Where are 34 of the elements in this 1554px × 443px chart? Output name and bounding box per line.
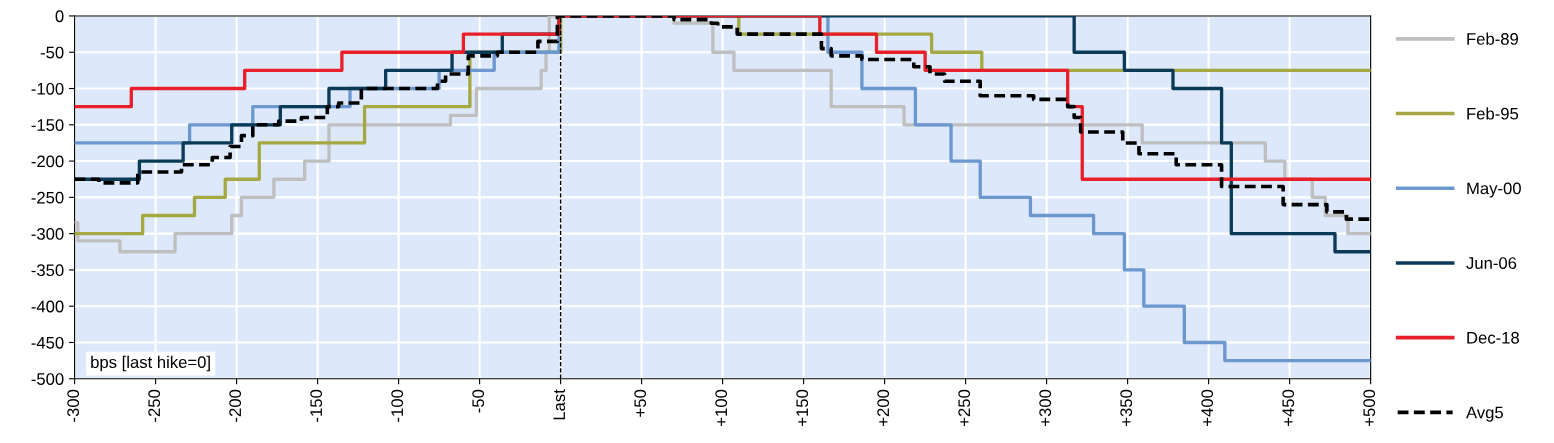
legend-label: Dec-18 xyxy=(1467,331,1519,344)
legend-label: Avg5 xyxy=(1466,406,1503,422)
y-tick-label: -150 xyxy=(31,119,64,131)
legend-label: May-00 xyxy=(1467,182,1521,198)
x-tick-label: +350 xyxy=(1120,389,1133,426)
y-tick-label: -350 xyxy=(31,264,64,277)
x-tick-label: +200 xyxy=(877,389,890,426)
annotation: bps [last hike=0] xyxy=(91,355,210,372)
y-tick-label: -450 xyxy=(31,336,64,349)
y-tick-label: -300 xyxy=(31,228,64,240)
y-tick-label: -50 xyxy=(40,46,64,59)
x-tick-label: +400 xyxy=(1201,389,1214,426)
x-tick-label: -100 xyxy=(391,389,404,422)
x-tick-label: +150 xyxy=(796,389,809,426)
x-tick-label: -200 xyxy=(229,389,242,422)
x-tick-label: +100 xyxy=(715,389,728,426)
x-tick-label: +500 xyxy=(1363,389,1376,426)
y-tick-label: -400 xyxy=(31,300,64,313)
x-tick-label: -50 xyxy=(472,389,485,413)
legend-label: Feb-95 xyxy=(1467,107,1519,120)
legend-label: Jun-06 xyxy=(1466,257,1517,269)
x-tick-label: +50 xyxy=(634,389,647,417)
x-tick-label: Last xyxy=(553,389,566,420)
x-tick-label: -250 xyxy=(148,389,161,422)
legend-label: Feb-89 xyxy=(1467,32,1519,45)
y-tick-label: -100 xyxy=(31,82,64,95)
y-tick-label: -500 xyxy=(31,373,64,385)
x-tick-label: +300 xyxy=(1039,389,1052,426)
x-tick-label: +450 xyxy=(1282,389,1295,426)
x-tick-label: -150 xyxy=(310,389,323,422)
y-tick-label: -200 xyxy=(31,155,64,168)
y-tick-label: -250 xyxy=(31,191,64,204)
y-tick-label: 0 xyxy=(55,10,64,23)
x-tick-label: +250 xyxy=(958,389,971,426)
